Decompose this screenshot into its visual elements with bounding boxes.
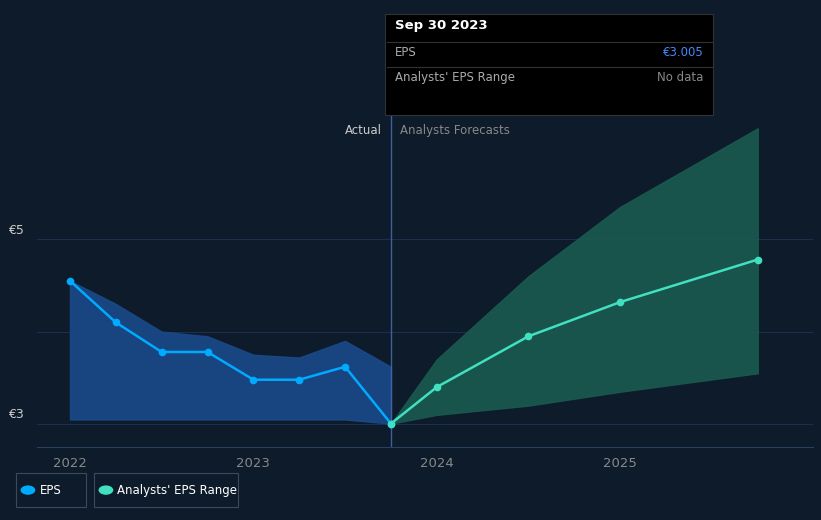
- Text: Sep 30 2023: Sep 30 2023: [395, 19, 488, 32]
- Text: EPS: EPS: [39, 484, 61, 497]
- Text: €5: €5: [8, 224, 24, 237]
- Text: €3.005: €3.005: [663, 46, 704, 59]
- Text: €3: €3: [8, 409, 24, 422]
- Text: Analysts' EPS Range: Analysts' EPS Range: [395, 71, 515, 84]
- Text: EPS: EPS: [395, 46, 416, 59]
- Text: Analysts Forecasts: Analysts Forecasts: [400, 124, 510, 137]
- Text: No data: No data: [658, 71, 704, 84]
- Text: Actual: Actual: [345, 124, 382, 137]
- Text: Analysts' EPS Range: Analysts' EPS Range: [117, 484, 237, 497]
